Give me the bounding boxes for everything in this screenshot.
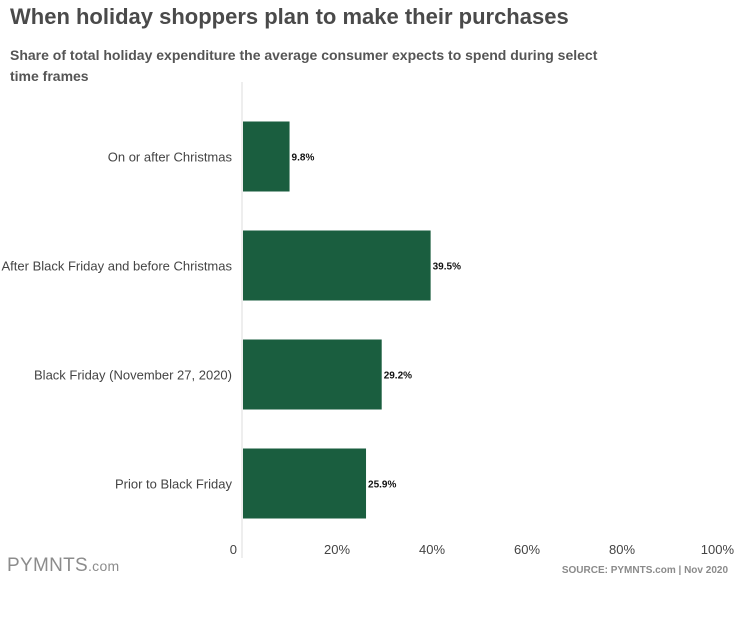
logo-main: PYMNTS	[7, 555, 88, 576]
bar	[243, 230, 431, 301]
logo-suffix: .com	[87, 558, 120, 574]
x-tick-label: 80%	[609, 542, 635, 557]
value-label: 39.5%	[433, 262, 461, 273]
category-label: After Black Friday and before Christmas	[2, 259, 233, 274]
source-note: SOURCE: PYMNTS.com | Nov 2020	[561, 565, 728, 576]
bar	[243, 448, 367, 519]
category-label: On or after Christmas	[108, 150, 233, 165]
chart-title: When holiday shoppers plan to make their…	[10, 4, 569, 29]
value-label: 9.8%	[292, 153, 315, 164]
bar	[243, 121, 290, 192]
x-tick-label: 20%	[324, 542, 350, 557]
pymnts-logo: PYMNTS.com	[7, 555, 120, 577]
x-tick-label: 0	[230, 542, 237, 557]
value-label: 25.9%	[368, 480, 396, 491]
x-tick-label: 100%	[701, 542, 735, 557]
category-label: Prior to Black Friday	[115, 477, 233, 492]
chart-subtitle: Share of total holiday expenditure the a…	[10, 47, 598, 84]
value-label: 29.2%	[384, 371, 412, 382]
x-tick-label: 60%	[514, 542, 540, 557]
x-tick-label: 40%	[419, 542, 445, 557]
bar	[243, 339, 382, 410]
category-label: Black Friday (November 27, 2020)	[34, 368, 232, 383]
bar-chart: On or after Christmas 9.8% After Black Fri…	[2, 82, 735, 558]
